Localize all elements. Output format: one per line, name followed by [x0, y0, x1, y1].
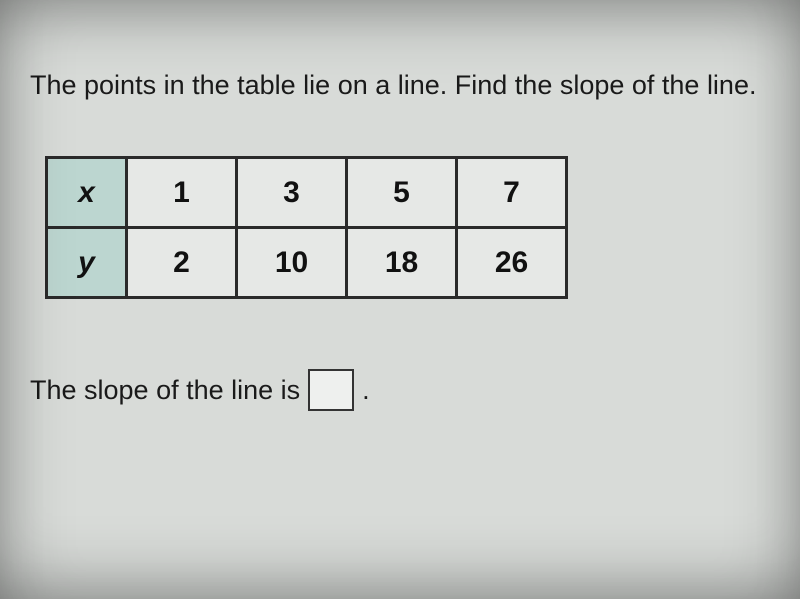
table-cell: 2: [127, 228, 237, 298]
row-header-y: y: [47, 228, 127, 298]
answer-sentence: The slope of the line is .: [30, 369, 770, 411]
table-cell: 5: [347, 158, 457, 228]
data-table: x 1 3 5 7 y 2 10 18 26: [45, 156, 568, 299]
table-cell: 26: [457, 228, 567, 298]
table-row: y 2 10 18 26: [47, 228, 567, 298]
worksheet-page: The points in the table lie on a line. F…: [0, 0, 800, 441]
answer-post-text: .: [362, 375, 370, 406]
question-prompt: The points in the table lie on a line. F…: [30, 70, 770, 101]
table-cell: 18: [347, 228, 457, 298]
row-header-x: x: [47, 158, 127, 228]
table-cell: 10: [237, 228, 347, 298]
table-cell: 3: [237, 158, 347, 228]
answer-pre-text: The slope of the line is: [30, 375, 300, 406]
table-cell: 7: [457, 158, 567, 228]
table-cell: 1: [127, 158, 237, 228]
table-row: x 1 3 5 7: [47, 158, 567, 228]
answer-input-box[interactable]: [308, 369, 354, 411]
